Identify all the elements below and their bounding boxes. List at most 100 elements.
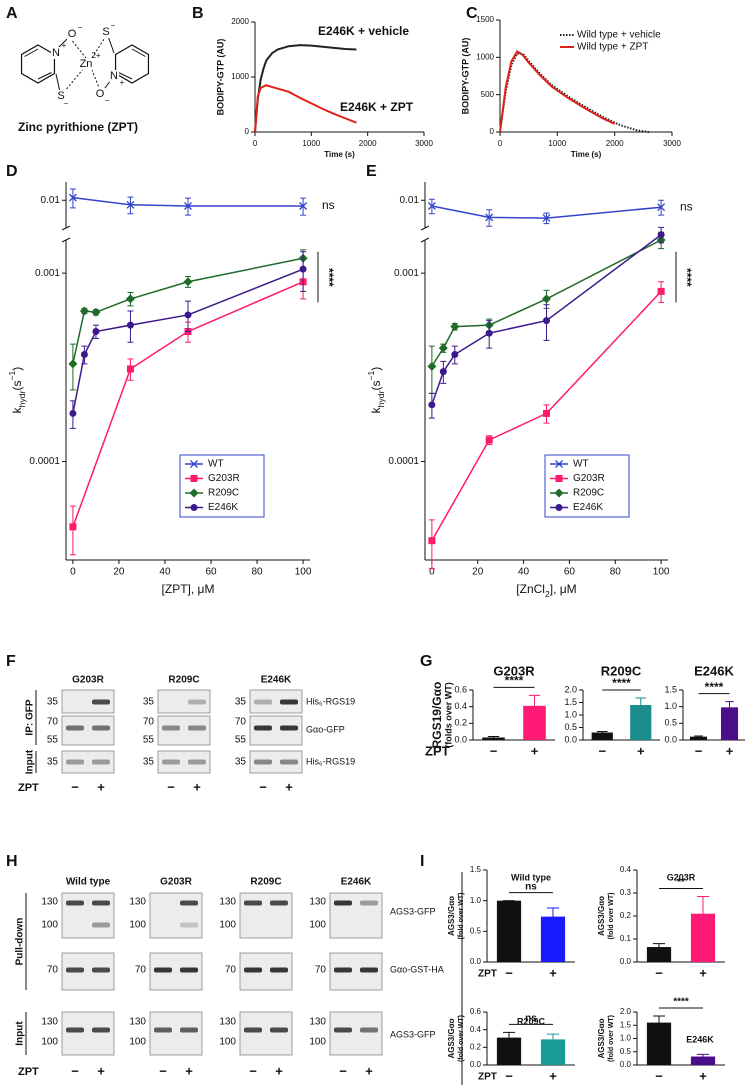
x-tick-label: + <box>549 965 557 980</box>
x-tick-label: − <box>598 743 606 758</box>
point <box>183 277 193 287</box>
lane-sign: − <box>339 1063 347 1078</box>
blot-frame <box>61 689 115 714</box>
y-axis-label-part: hydr <box>17 390 27 407</box>
bond <box>55 73 61 93</box>
error-bar <box>635 697 647 705</box>
series-line <box>431 205 662 219</box>
blot-band <box>244 1027 262 1033</box>
x-axis-label: Time (s) <box>324 150 355 159</box>
y-axis-label: AGS3/Gαo <box>447 896 456 936</box>
treatment-label: ZPT <box>478 1072 497 1083</box>
bar <box>482 737 505 740</box>
y-axis-label: (fold over WT) <box>458 892 465 939</box>
lane-sign: + <box>275 1063 283 1078</box>
y-tick-label: 0.5 <box>470 926 482 935</box>
chart-title: R209C <box>517 1016 546 1026</box>
blot-title: Wild type <box>66 877 111 888</box>
x-tick-label: 20 <box>472 567 484 578</box>
x-tick-label: 60 <box>205 567 217 578</box>
y-tick-label: 1000 <box>231 72 249 81</box>
series-line <box>72 196 304 207</box>
significance: **** <box>705 680 724 694</box>
blot-band <box>154 967 172 973</box>
marker-label: 130 <box>309 1017 326 1028</box>
x-tick-label: + <box>699 965 707 980</box>
blot-band <box>180 900 198 906</box>
atom: N <box>110 70 118 82</box>
y-axis-label: BODIPY-GTP (AU) <box>460 38 470 115</box>
y-tick-label: 0.0 <box>470 1060 482 1069</box>
error-bar <box>487 736 500 738</box>
x-tick-label: 60 <box>564 567 576 578</box>
series-line <box>431 239 662 367</box>
y-axis-label: BODIPY-GTP (AU) <box>215 39 225 116</box>
error-bar <box>546 907 560 917</box>
band-label: His₆-RGS19 <box>306 756 355 766</box>
panel-label: H <box>6 853 18 870</box>
significance: **** <box>612 676 631 690</box>
x-tick-label: 40 <box>159 567 171 578</box>
band-label: Gαo-GFP <box>306 724 345 734</box>
marker-label: 100 <box>309 1037 326 1048</box>
marker-label: 100 <box>129 920 146 931</box>
blot-band <box>188 699 206 705</box>
marker-label: 35 <box>47 697 59 708</box>
x-tick-label: 20 <box>113 567 125 578</box>
marker-label: 100 <box>309 920 326 931</box>
chart-title: G203R <box>493 663 535 678</box>
legend-label: E246K <box>573 502 603 513</box>
y-tick-label: 0.4 <box>454 701 467 711</box>
blot-band <box>180 922 198 928</box>
axis-break <box>61 225 71 231</box>
band-label: AGS3-GFP <box>390 906 436 916</box>
blot-frame <box>249 750 303 774</box>
blot-band <box>188 759 206 765</box>
atom: O <box>68 28 77 40</box>
significance: **** <box>673 997 689 1008</box>
point <box>79 306 89 316</box>
y-axis-label: AGS3/Gαo <box>597 896 606 936</box>
error-bar <box>725 701 734 708</box>
group-label: Input <box>25 749 36 774</box>
y-tick-label: 1500 <box>476 15 494 24</box>
annotation: **** <box>680 268 694 287</box>
group-label: IP: GFP <box>25 699 36 735</box>
point <box>485 329 493 337</box>
series-line <box>72 257 304 365</box>
point <box>542 214 551 223</box>
y-tick-label: 0.5 <box>564 722 577 732</box>
significance: ns <box>525 881 537 892</box>
bar <box>689 736 708 740</box>
panel-label: G <box>420 653 432 670</box>
panel-label: B <box>192 5 204 22</box>
blot-band <box>280 699 298 705</box>
legend-marker <box>190 460 198 468</box>
band-label: Gαo-GST-HA <box>390 964 444 974</box>
bond <box>131 48 146 57</box>
y-tick-label: 0.0 <box>454 734 467 744</box>
blot-title: R209C <box>168 675 199 686</box>
error-bar <box>502 1031 516 1038</box>
x-tick-label: 2000 <box>359 139 377 148</box>
legend-label: Wild type + vehicle <box>577 30 661 41</box>
x-tick-label: 40 <box>518 567 530 578</box>
point <box>439 368 447 376</box>
legend-marker <box>555 504 563 511</box>
x-tick-label: − <box>490 743 498 758</box>
legend-marker <box>554 488 564 498</box>
x-tick-label: 0 <box>253 139 258 148</box>
bar <box>540 1039 566 1065</box>
blot-band <box>254 699 272 705</box>
x-tick-label: 1000 <box>302 139 320 148</box>
marker-label: 130 <box>41 1017 58 1028</box>
bar <box>690 1056 716 1065</box>
marker-label: 55 <box>47 735 59 746</box>
marker-label: 70 <box>135 965 147 976</box>
blot-title: G203R <box>72 675 104 686</box>
y-axis-label: (fold over WT) <box>458 1015 465 1062</box>
y-tick-label: 0.6 <box>454 684 467 694</box>
legend-label: Wild type + ZPT <box>577 42 648 53</box>
marker-label: 35 <box>143 697 155 708</box>
y-tick-label: 2000 <box>231 17 249 26</box>
